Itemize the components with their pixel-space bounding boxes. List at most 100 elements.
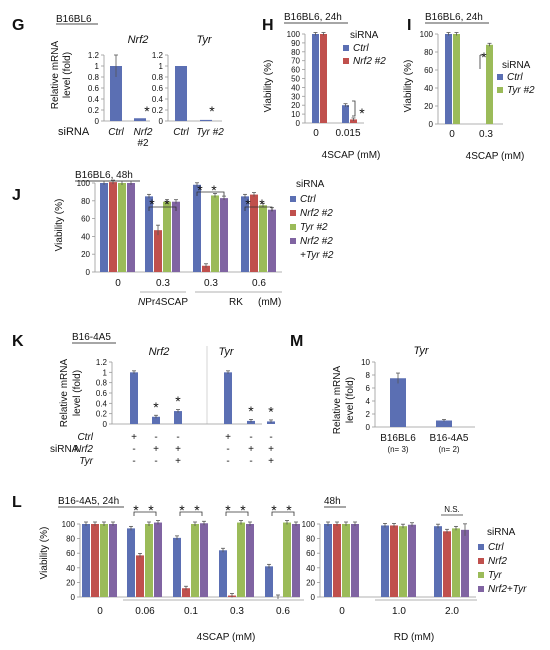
panel-l-bracket — [133, 511, 157, 516]
panel-i-legend-title: siRNA — [502, 60, 531, 71]
panel-k-row-label: Tyr — [79, 456, 93, 467]
panel-m-y-axis-tick-label: 10 — [361, 358, 370, 367]
panel-i-y-axis-tick-label: 80 — [424, 48, 433, 57]
panel-j-xcat: 0 — [115, 278, 121, 289]
panel-j-y-axis-tick-label: 40 — [81, 232, 90, 241]
panel-h-bar — [312, 34, 319, 123]
panel-h-y-axis-tick-label: 10 — [291, 110, 300, 119]
panel-l2-bar — [399, 526, 407, 597]
panel-g-star: * — [209, 103, 215, 119]
panel-l-bar — [127, 528, 135, 597]
panel-l-xcat: 0.06 — [135, 606, 155, 617]
panel-k-bar — [152, 416, 160, 424]
panel-j-ylabel: Viability (%) — [54, 199, 65, 252]
panel-h-bar — [350, 119, 357, 123]
panel-j-xcat: 0.3 — [204, 278, 218, 289]
panel-l2-xcat: 0 — [339, 606, 345, 617]
panel-j-bar — [145, 196, 153, 272]
panel-k-sign: + — [153, 444, 159, 455]
panel-k-y-axis-tick-label: 0 — [103, 420, 108, 429]
panel-g-ylabel-1: Relative mRNA — [50, 41, 61, 110]
panel-m-n-label: (n= 3) — [387, 445, 408, 454]
panel-k-star: * — [268, 403, 274, 419]
panel-l-bracket — [225, 511, 249, 516]
panel-i-bar — [445, 34, 452, 124]
panel-g-y-axis-1-tick-label: 1 — [95, 62, 100, 71]
panel-h-y-axis-tick-label: 30 — [291, 92, 300, 101]
panel-k-y-axis-tick-label: 0.6 — [96, 389, 108, 398]
panel-l2-y-axis-tick-label: 40 — [306, 564, 315, 573]
panel-m-title: Tyr — [413, 345, 429, 357]
panel-m-y-axis-tick-label: 2 — [366, 410, 371, 419]
panel-l-ylabel: Viability (%) — [39, 527, 50, 580]
panel-l-bar — [200, 523, 208, 597]
panel-l2-y-axis-tick-label: 0 — [311, 593, 316, 602]
panel-j-bar — [193, 184, 201, 272]
panel-j-xcat: 0.6 — [252, 278, 266, 289]
panel-l2-y-axis-tick-label: 80 — [306, 535, 315, 544]
panel-k-bar — [130, 372, 138, 424]
panel-letter-m: M — [290, 333, 303, 350]
panel-j-unit-label: (mM) — [258, 297, 281, 308]
panel-k-title: B16-4A5 — [72, 332, 111, 343]
panel-m-bar — [436, 420, 452, 427]
panel-l2-bar — [351, 524, 359, 597]
panel-h-xlabel: 4SCAP (mM) — [322, 150, 381, 161]
panel-h-legend-ctrl-label: Ctrl — [353, 43, 369, 54]
panel-j-legend-nrf2tyr-label: Nrf2 #2 — [300, 236, 333, 247]
panel-l-y-axis-tick-label: 20 — [66, 578, 75, 587]
panel-k-gene-nrf2: Nrf2 — [149, 346, 170, 358]
panel-l-bar — [182, 588, 190, 597]
panel-l-star: * — [271, 502, 277, 518]
panel-l-y-axis-tick-label: 80 — [66, 535, 75, 544]
panel-k-bar — [247, 420, 255, 424]
panel-k-star: * — [153, 399, 159, 415]
panel-l-bar — [283, 522, 291, 597]
panel-k-star: * — [175, 393, 181, 409]
panel-m-n-label: (n= 2) — [438, 445, 459, 454]
panel-l-bar — [265, 566, 273, 597]
panel-i-y-axis-tick-label: 100 — [420, 30, 434, 39]
panel-m-y-axis-tick-label: 0 — [366, 423, 371, 432]
panel-k-sign: + — [175, 444, 181, 455]
panel-letter-k: K — [12, 333, 24, 350]
panel-l-bar — [136, 555, 144, 597]
panel-g-xcat: Ctrl — [173, 127, 189, 138]
panel-g-xcat-sub: #2 — [137, 138, 149, 149]
panel-j-title: B16BL6, 48h — [75, 170, 133, 181]
panel-g-star: * — [144, 103, 150, 119]
panel-l-xcat: 0.3 — [230, 606, 244, 617]
panel-j-star: * — [149, 196, 155, 212]
panel-l-bar — [219, 550, 227, 597]
panel-l-star: * — [133, 502, 139, 518]
panel-l2-bar — [333, 524, 341, 597]
panel-l-legend-nrf2tyr-label: Nrf2+Tyr — [488, 584, 527, 595]
panel-k-bar — [174, 411, 182, 424]
panel-l2-bar — [434, 526, 442, 597]
panel-h-y-axis-tick-label: 70 — [291, 57, 300, 66]
panel-l2-y-axis-tick-label: 60 — [306, 549, 315, 558]
panel-g-bar — [134, 118, 146, 121]
panel-k-sign: + — [225, 432, 231, 443]
panel-k-y-axis-tick-label: 1 — [103, 368, 108, 377]
panel-j-legend-ctrl-swatch — [290, 196, 296, 202]
panel-l-legend-tyr-swatch — [478, 572, 484, 578]
panel-l-xcat: 0.6 — [276, 606, 290, 617]
panel-h-y-axis-tick-label: 50 — [291, 75, 300, 84]
panel-i-bar — [486, 44, 493, 124]
panel-h-y-axis-tick-label: 80 — [291, 48, 300, 57]
panel-j-bar — [211, 195, 219, 272]
panel-l-bar — [173, 537, 181, 597]
panel-letter-i: I — [407, 17, 411, 34]
panel-h-ylabel: Viability (%) — [263, 60, 274, 113]
panel-h-title: B16BL6, 24h — [284, 12, 342, 23]
panel-g-y-axis-1-tick-label: 0.4 — [88, 95, 100, 104]
panel-h-y-axis-tick-label: 20 — [291, 101, 300, 110]
panel-g-sirna-label: siRNA — [58, 126, 90, 138]
panel-h-xcat: 0.015 — [335, 128, 360, 139]
panel-l2-bar — [342, 524, 350, 597]
panel-j-bar — [220, 198, 228, 272]
panel-letter-g: G — [12, 17, 24, 34]
panel-g-y-axis-1-tick-label: 0.6 — [88, 84, 100, 93]
panel-l-legend-nrf2-label: Nrf2 — [488, 556, 507, 567]
